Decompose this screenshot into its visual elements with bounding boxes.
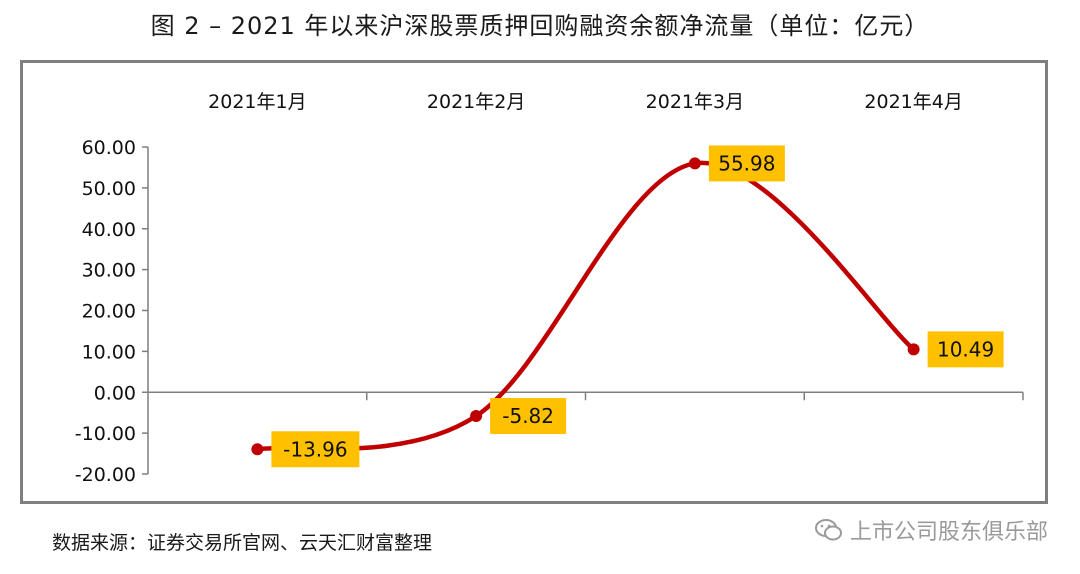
watermark-text: 上市公司股东俱乐部 [849,520,1048,545]
data-point [470,410,483,423]
data-label: 55.98 [718,151,775,175]
category-label: 2021年1月 [208,91,306,113]
y-tick-label: 20.00 [82,301,136,323]
data-point [907,343,920,356]
category-label: 2021年3月 [646,91,744,113]
y-tick-label: 0.00 [94,382,136,404]
y-tick-label: -10.00 [75,423,136,445]
chart-area: 60.00 50.00 40.00 30.00 20.00 10.00 0.00 -10.00… [20,60,1048,504]
source-note: 数据来源：证券交易所官网、云天汇财富整理 [52,532,433,554]
y-tick-label: 50.00 [82,178,136,200]
y-tick-label: 10.00 [82,341,136,363]
data-label: -5.82 [502,404,554,428]
data-label-box [271,431,360,468]
data-label: -13.96 [283,437,347,461]
data-label: 10.49 [937,337,994,361]
line-chart: 60.00 50.00 40.00 30.00 20.00 10.00 0.00 -10.00… [75,91,1024,486]
data-point [688,157,701,170]
watermark: 上市公司股东俱乐部 [814,514,1048,546]
data-point [251,443,264,456]
y-tick-label: 60.00 [82,137,136,159]
category-label: 2021年4月 [864,91,962,113]
series-line [255,160,916,452]
y-tick-label: 40.00 [82,219,136,241]
chart-title: 图 2 – 2021 年以来沪深股票质押回购融资余额净流量（单位：亿元） [150,12,930,40]
y-tick-label: 30.00 [82,260,136,282]
data-label-box [927,331,1004,368]
data-label-box [708,145,785,182]
category-label: 2021年2月 [427,91,525,113]
wechat-icon [814,519,842,541]
y-tick-label: -20.00 [75,464,136,486]
data-label-box [490,398,567,435]
